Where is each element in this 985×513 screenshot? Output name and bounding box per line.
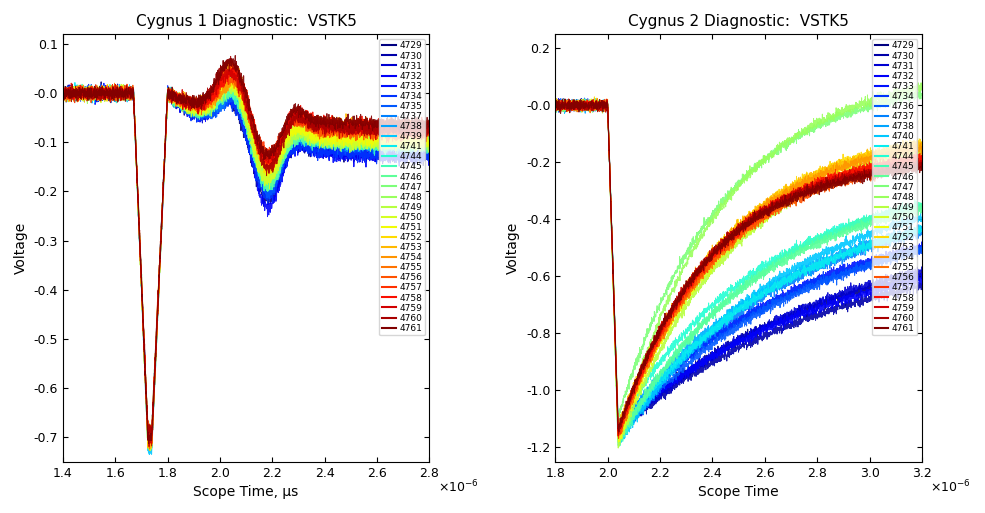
X-axis label: Scope Time, μs: Scope Time, μs — [193, 485, 298, 499]
Text: $\times10^{-6}$: $\times10^{-6}$ — [437, 479, 479, 495]
Title: Cygnus 1 Diagnostic:  VSTK5: Cygnus 1 Diagnostic: VSTK5 — [136, 14, 357, 29]
Y-axis label: Voltage: Voltage — [506, 222, 520, 274]
Title: Cygnus 2 Diagnostic:  VSTK5: Cygnus 2 Diagnostic: VSTK5 — [628, 14, 849, 29]
X-axis label: Scope Time: Scope Time — [698, 485, 779, 499]
Y-axis label: Voltage: Voltage — [14, 222, 28, 274]
Text: $\times10^{-6}$: $\times10^{-6}$ — [930, 479, 971, 495]
Legend: 4729, 4730, 4731, 4732, 4733, 4734, 4736, 4737, 4738, 4740, 4741, 4744, 4745, 47: 4729, 4730, 4731, 4732, 4733, 4734, 4736… — [872, 39, 917, 336]
Legend: 4729, 4730, 4731, 4732, 4733, 4734, 4735, 4737, 4738, 4739, 4741, 4744, 4745, 47: 4729, 4730, 4731, 4732, 4733, 4734, 4735… — [379, 39, 425, 336]
